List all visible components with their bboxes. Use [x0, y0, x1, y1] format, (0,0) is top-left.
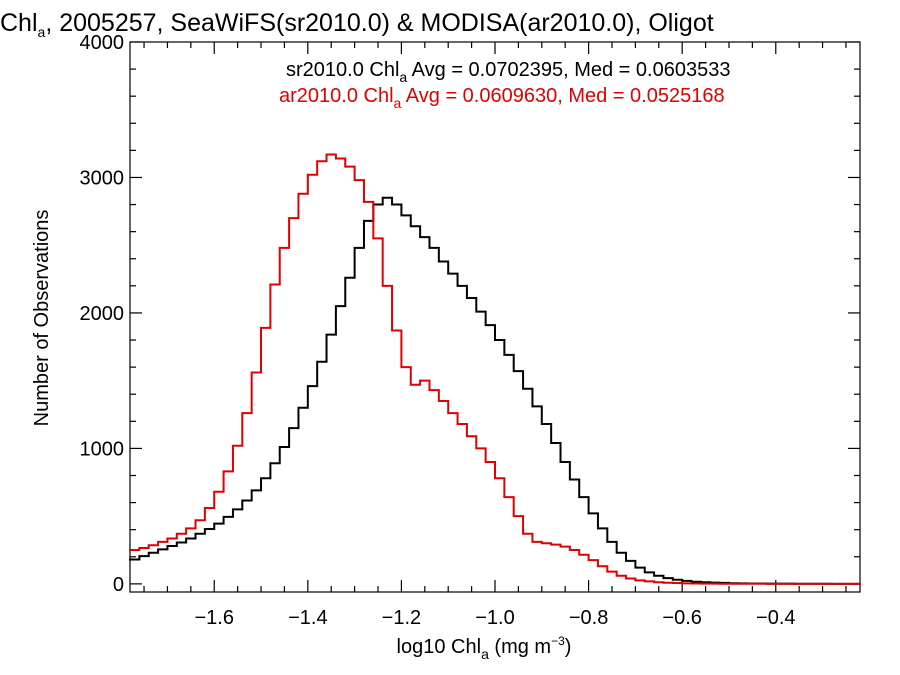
- chart-title-text: Chla, 2005257, SeaWiFS(sr2010.0) & MODIS…: [0, 9, 714, 40]
- x-axis-ticks: [143, 42, 847, 592]
- plot-axes: −1.6 −1.4 −1.2 −1.0 −0.8 −0.6 −0.4 0 1000 2000 30…: [80, 32, 861, 629]
- y-tick-label: 1000: [80, 438, 125, 460]
- legend-entry-sr2010-prefix: sr2010.0 Chl: [286, 59, 399, 81]
- x-tick-label: −1.2: [382, 607, 421, 629]
- x-axis-tick-labels: −1.6 −1.4 −1.2 −1.0 −0.8 −0.6 −0.4: [194, 607, 795, 629]
- x-tick-label: −1.6: [194, 607, 233, 629]
- x-tick-label: −0.8: [569, 607, 608, 629]
- chart-title: Chla, 2005257, SeaWiFS(sr2010.0) & MODIS…: [0, 9, 714, 40]
- x-tick-label: −0.6: [662, 607, 701, 629]
- legend-entry-sr2010-subscript: a: [399, 69, 407, 85]
- legend-entry-sr2010: sr2010.0 Chla Avg = 0.0702395, Med = 0.0…: [286, 59, 730, 85]
- x-tick-label: −1.0: [475, 607, 514, 629]
- x-axis-label: log10 Chla (mg m−3): [397, 634, 572, 662]
- legend-entry-ar2010-suffix: Avg = 0.0609630, Med = 0.0525168: [401, 85, 724, 107]
- y-tick-label: 3000: [80, 167, 125, 189]
- x-axis-label-main: log10 Chl: [397, 636, 482, 658]
- x-tick-label: −0.4: [756, 607, 795, 629]
- y-tick-label: 4000: [80, 32, 125, 54]
- y-axis-ticks: [130, 41, 860, 585]
- legend-entry-ar2010-subscript: a: [394, 95, 402, 111]
- series-sr2010-line: [129, 196, 861, 585]
- legend-entry-sr2010-suffix: Avg = 0.0702395, Med = 0.0603533: [407, 59, 730, 81]
- x-axis-label-end: ): [565, 636, 572, 658]
- y-tick-label: 2000: [80, 303, 125, 325]
- chart-title-rest: , 2005257, SeaWiFS(sr2010.0) & MODISA(ar…: [45, 9, 713, 37]
- series-ar2010-line: [129, 153, 861, 585]
- x-axis-label-middle: (mg m: [489, 636, 551, 658]
- x-axis-label-subscript: a: [481, 646, 489, 662]
- x-axis-label-superscript: −3: [551, 634, 565, 648]
- chart-title-main: Chl: [0, 9, 38, 37]
- y-axis-tick-labels: 0 1000 2000 3000 4000: [80, 32, 125, 596]
- legend: sr2010.0 Chla Avg = 0.0702395, Med = 0.0…: [279, 59, 730, 111]
- plot-series: [129, 153, 861, 585]
- legend-entry-ar2010-prefix: ar2010.0 Chl: [279, 85, 394, 107]
- legend-entry-ar2010: ar2010.0 Chla Avg = 0.0609630, Med = 0.0…: [279, 85, 725, 111]
- chart-title-subscript: a: [38, 24, 46, 40]
- x-tick-label: −1.4: [288, 607, 327, 629]
- y-axis-label: Number of Observations: [31, 210, 53, 427]
- y-tick-label: 0: [113, 574, 124, 596]
